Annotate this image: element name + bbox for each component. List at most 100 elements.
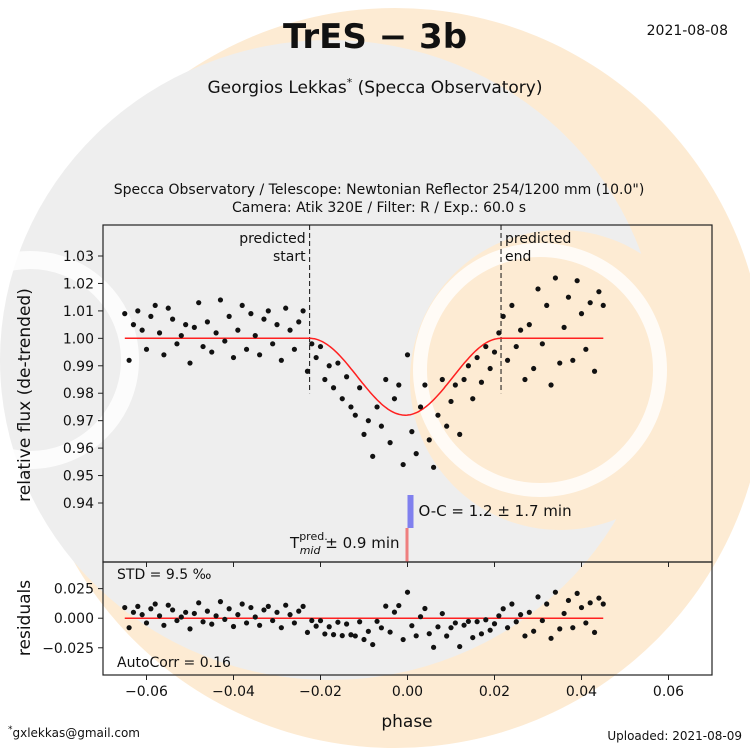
ytick-label: 0.95 <box>63 469 94 485</box>
residual-point <box>330 632 337 638</box>
data-point <box>126 357 132 363</box>
residual-point <box>439 610 445 617</box>
data-point <box>526 322 532 328</box>
data-point <box>461 376 467 383</box>
data-point <box>518 327 524 333</box>
residual-point <box>317 618 324 624</box>
residual-point <box>344 621 350 627</box>
data-point <box>361 431 367 437</box>
data-point <box>400 461 406 468</box>
data-point <box>374 404 380 410</box>
residual-point <box>378 625 384 631</box>
residual-point <box>431 644 437 650</box>
data-point <box>239 302 245 309</box>
data-point <box>317 343 324 350</box>
data-point <box>452 382 458 388</box>
data-point <box>470 396 476 402</box>
data-point <box>252 332 258 339</box>
tmid-label-part: T <box>289 534 300 552</box>
data-point <box>600 302 606 309</box>
data-point <box>561 324 567 330</box>
observation-date: 2021-08-08 <box>647 23 728 39</box>
data-point <box>230 354 237 361</box>
residual-point <box>365 628 371 634</box>
residual-point <box>339 633 345 639</box>
observer-mark: * <box>347 76 353 89</box>
residuals-plot: 0.025 0.000 −0.025 −0.06 −0.04 −0.02 0.00 0.02 0… <box>42 561 713 700</box>
residual-point <box>391 609 398 615</box>
residual-point <box>243 620 250 626</box>
residual-point <box>304 629 311 636</box>
data-point <box>439 376 445 383</box>
ytick-label: 0.96 <box>63 441 94 457</box>
residual-point <box>352 633 358 639</box>
data-point <box>557 360 563 366</box>
data-point <box>183 322 189 328</box>
residual-point <box>261 607 267 613</box>
residual-point <box>370 641 376 648</box>
ytick-label: 1.01 <box>63 304 94 320</box>
residual-point <box>196 600 202 606</box>
residual-point <box>122 604 128 611</box>
data-point <box>478 379 485 385</box>
residual-point <box>287 612 293 618</box>
data-point <box>535 286 541 292</box>
data-point <box>348 404 354 410</box>
residual-point <box>583 620 589 626</box>
data-point <box>313 354 319 361</box>
data-point <box>257 352 263 358</box>
residual-point <box>265 603 271 609</box>
page-title: TrES − 3b <box>283 17 467 57</box>
residual-point <box>400 636 406 643</box>
data-point <box>309 341 315 347</box>
data-point <box>196 300 202 306</box>
data-point <box>165 305 171 311</box>
residual-point <box>461 622 467 628</box>
residual-point <box>387 629 393 635</box>
data-point <box>130 322 137 328</box>
residual-point <box>270 617 276 624</box>
data-point <box>204 319 210 325</box>
email-mark: * <box>8 725 13 735</box>
residual-point <box>204 608 210 614</box>
ytick-label: 0.97 <box>63 414 94 430</box>
data-point <box>178 332 184 339</box>
residual-point <box>278 625 284 631</box>
residual-point <box>291 620 297 626</box>
predicted-end-label: end <box>505 249 531 265</box>
data-point <box>448 398 454 405</box>
data-point <box>170 316 176 322</box>
ytick-label: 1.02 <box>63 276 94 292</box>
residual-point <box>513 619 519 625</box>
data-point <box>365 418 371 424</box>
data-point <box>152 302 158 309</box>
residual-point <box>539 617 545 624</box>
data-point <box>596 289 602 295</box>
xtick-label: −0.02 <box>299 684 342 700</box>
residual-point <box>518 612 524 618</box>
data-point <box>431 464 437 470</box>
residual-point <box>187 626 193 632</box>
tmid-bar <box>405 528 409 562</box>
residual-point <box>174 617 180 624</box>
data-point <box>161 352 167 358</box>
residual-point <box>474 619 480 625</box>
residual-point <box>170 607 176 613</box>
observer-name: Georgios Lekkas <box>207 78 346 98</box>
ytick-label: 1.00 <box>63 331 94 347</box>
data-point <box>187 360 193 366</box>
residual-point <box>300 603 306 609</box>
residual-point <box>565 597 572 604</box>
data-point <box>156 330 163 336</box>
residual-point <box>135 603 141 609</box>
residual-point <box>126 625 132 631</box>
data-point <box>404 352 411 358</box>
residual-point <box>213 613 219 619</box>
predicted-start-label: predicted <box>239 231 305 247</box>
residual-point <box>152 601 158 607</box>
predicted-start-label: start <box>273 249 306 265</box>
xtick-label: −0.04 <box>212 684 255 700</box>
tmid-label-part: mid <box>300 544 322 557</box>
residual-point <box>561 610 567 617</box>
data-point <box>209 349 215 355</box>
